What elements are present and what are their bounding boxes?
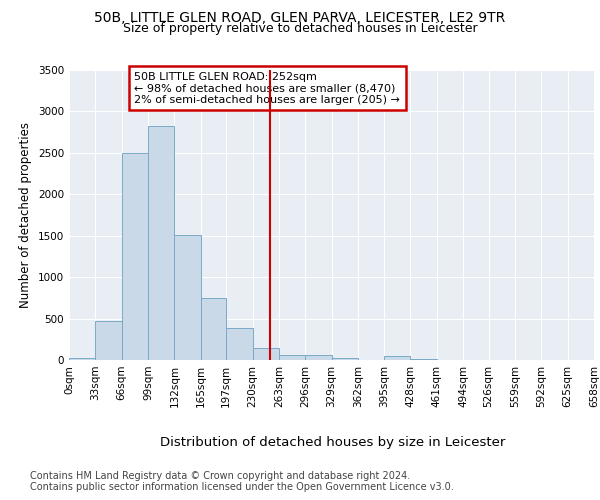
Bar (69, 358, 95, 360)
Bar (95, 321, 122, 360)
Y-axis label: Number of detached properties: Number of detached properties (19, 122, 32, 308)
Text: Size of property relative to detached houses in Leicester: Size of property relative to detached ho… (122, 22, 478, 35)
Text: Contains public sector information licensed under the Open Government Licence v3: Contains public sector information licen… (30, 482, 454, 492)
Bar (305, 356, 331, 360)
Text: 50B LITTLE GLEN ROAD: 252sqm
← 98% of detached houses are smaller (8,470)
2% of : 50B LITTLE GLEN ROAD: 252sqm ← 98% of de… (134, 72, 400, 105)
Bar (175, 235, 200, 360)
Bar (148, 126, 175, 360)
Bar (384, 356, 410, 360)
Bar (122, 153, 148, 360)
Bar (410, 359, 437, 360)
Bar (253, 348, 279, 360)
Text: 50B, LITTLE GLEN ROAD, GLEN PARVA, LEICESTER, LE2 9TR: 50B, LITTLE GLEN ROAD, GLEN PARVA, LEICE… (94, 10, 506, 24)
Bar (331, 358, 358, 360)
Bar (200, 298, 226, 360)
Text: Contains HM Land Registry data © Crown copyright and database right 2024.: Contains HM Land Registry data © Crown c… (30, 471, 410, 481)
Bar (279, 355, 305, 360)
Text: Distribution of detached houses by size in Leicester: Distribution of detached houses by size … (160, 436, 506, 449)
Bar (226, 328, 253, 360)
